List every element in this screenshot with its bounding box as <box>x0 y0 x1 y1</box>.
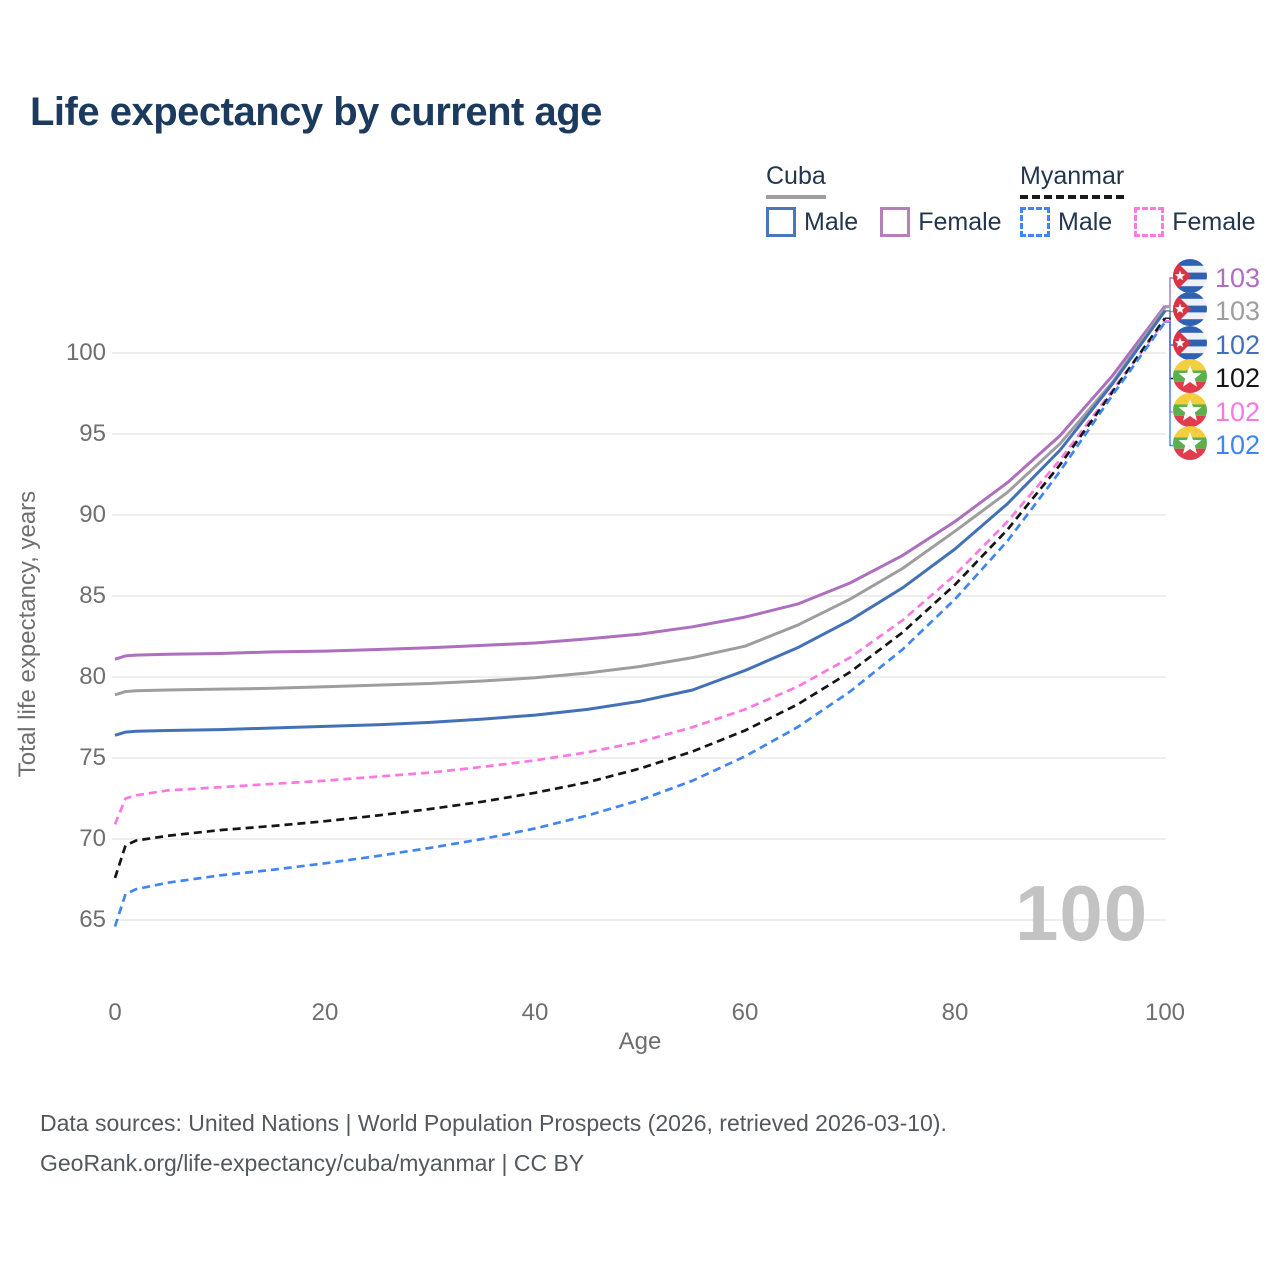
legend-swatch-icon <box>766 207 796 237</box>
legend-swatch-icon <box>880 207 911 237</box>
flag-myanmar-icon <box>1173 426 1207 465</box>
series-line-cuba_male[interactable] <box>114 310 1167 737</box>
y-tick-label: 90 <box>79 501 106 528</box>
series-line-myanmar_female[interactable] <box>113 319 1167 825</box>
flag-cuba-icon <box>1173 292 1207 331</box>
leader-line-cuba_total <box>1165 306 1173 313</box>
end-value: 102 <box>1215 329 1261 360</box>
x-tick-label: 80 <box>941 999 969 1026</box>
end-value: 102 <box>1215 396 1261 427</box>
x-tick-label: 0 <box>108 999 122 1026</box>
flag-cuba-icon <box>1173 325 1207 365</box>
end-label-myanmar_total[interactable]: 102 <box>1173 359 1261 398</box>
x-tick-label: 100 <box>1144 999 1186 1026</box>
legend-item-cuba-female[interactable]: Female <box>880 207 1002 237</box>
legend-item-myanmar-male[interactable]: Male <box>1020 207 1112 237</box>
page-title: Life expectancy by current age <box>30 90 602 134</box>
leader-line-myanmar_female <box>1165 319 1173 413</box>
y-tick-label: 100 <box>65 339 106 366</box>
legend-group-myanmar: Myanmar Male Female <box>1020 162 1256 237</box>
end-label-cuba_male[interactable]: 102 <box>1173 325 1261 365</box>
x-tick-label: 60 <box>731 999 759 1026</box>
legend-swatch-icon <box>1020 207 1050 237</box>
leader-line-cuba_male <box>1165 310 1173 346</box>
legend-item-label: Male <box>1058 207 1113 236</box>
attribution-text: GeoRank.org/life-expectancy/cuba/myanmar… <box>40 1150 585 1176</box>
y-tick-label: 65 <box>79 906 106 933</box>
legend-group-cuba: Cuba Male Female <box>766 162 1002 237</box>
leader-line-myanmar_total <box>1165 317 1173 380</box>
legend-item-label: Female <box>918 207 1002 236</box>
end-value: 103 <box>1215 262 1261 293</box>
y-tick-label: 85 <box>79 582 106 609</box>
end-label-myanmar_female[interactable]: 102 <box>1173 392 1261 432</box>
leader-line-myanmar_male <box>1165 321 1173 447</box>
end-label-cuba_female[interactable]: 103 <box>1173 258 1261 298</box>
series-line-myanmar_total[interactable] <box>113 317 1167 879</box>
series-line-myanmar_male[interactable] <box>113 321 1167 927</box>
leader-line-cuba_female <box>1165 277 1173 307</box>
data-sources-text: Data sources: United Nations | World Pop… <box>40 1110 947 1136</box>
series-line-cuba_female[interactable] <box>114 305 1167 661</box>
legend-item-label: Female <box>1172 207 1256 236</box>
x-tick-label: 40 <box>521 999 549 1026</box>
y-tick-label: 95 <box>79 420 106 447</box>
legend-country-myanmar: Myanmar <box>1020 162 1125 199</box>
end-label-myanmar_male[interactable]: 102 <box>1173 426 1261 465</box>
flag-myanmar-icon <box>1173 359 1207 398</box>
series-line-cuba_total[interactable] <box>114 306 1167 697</box>
y-tick-label: 70 <box>79 825 106 852</box>
legend-item-label: Male <box>804 207 859 236</box>
y-tick-label: 80 <box>79 663 106 690</box>
flag-cuba-icon <box>1173 258 1207 298</box>
age-watermark: 100 <box>1015 869 1149 957</box>
end-value: 102 <box>1215 363 1261 393</box>
end-value: 103 <box>1215 296 1261 326</box>
end-label-cuba_total[interactable]: 103 <box>1173 292 1261 331</box>
y-axis-title: Total life expectancy, years <box>14 490 41 778</box>
x-tick-label: 20 <box>311 999 339 1026</box>
end-value: 102 <box>1215 430 1261 460</box>
x-axis-title: Age <box>618 1028 662 1055</box>
legend-item-cuba-male[interactable]: Male <box>766 207 858 237</box>
flag-myanmar-icon <box>1173 392 1207 432</box>
legend-country-cuba: Cuba <box>766 162 826 199</box>
legend-swatch-icon <box>1134 207 1165 237</box>
legend-item-myanmar-female[interactable]: Female <box>1134 207 1256 237</box>
y-tick-label: 75 <box>79 744 106 771</box>
